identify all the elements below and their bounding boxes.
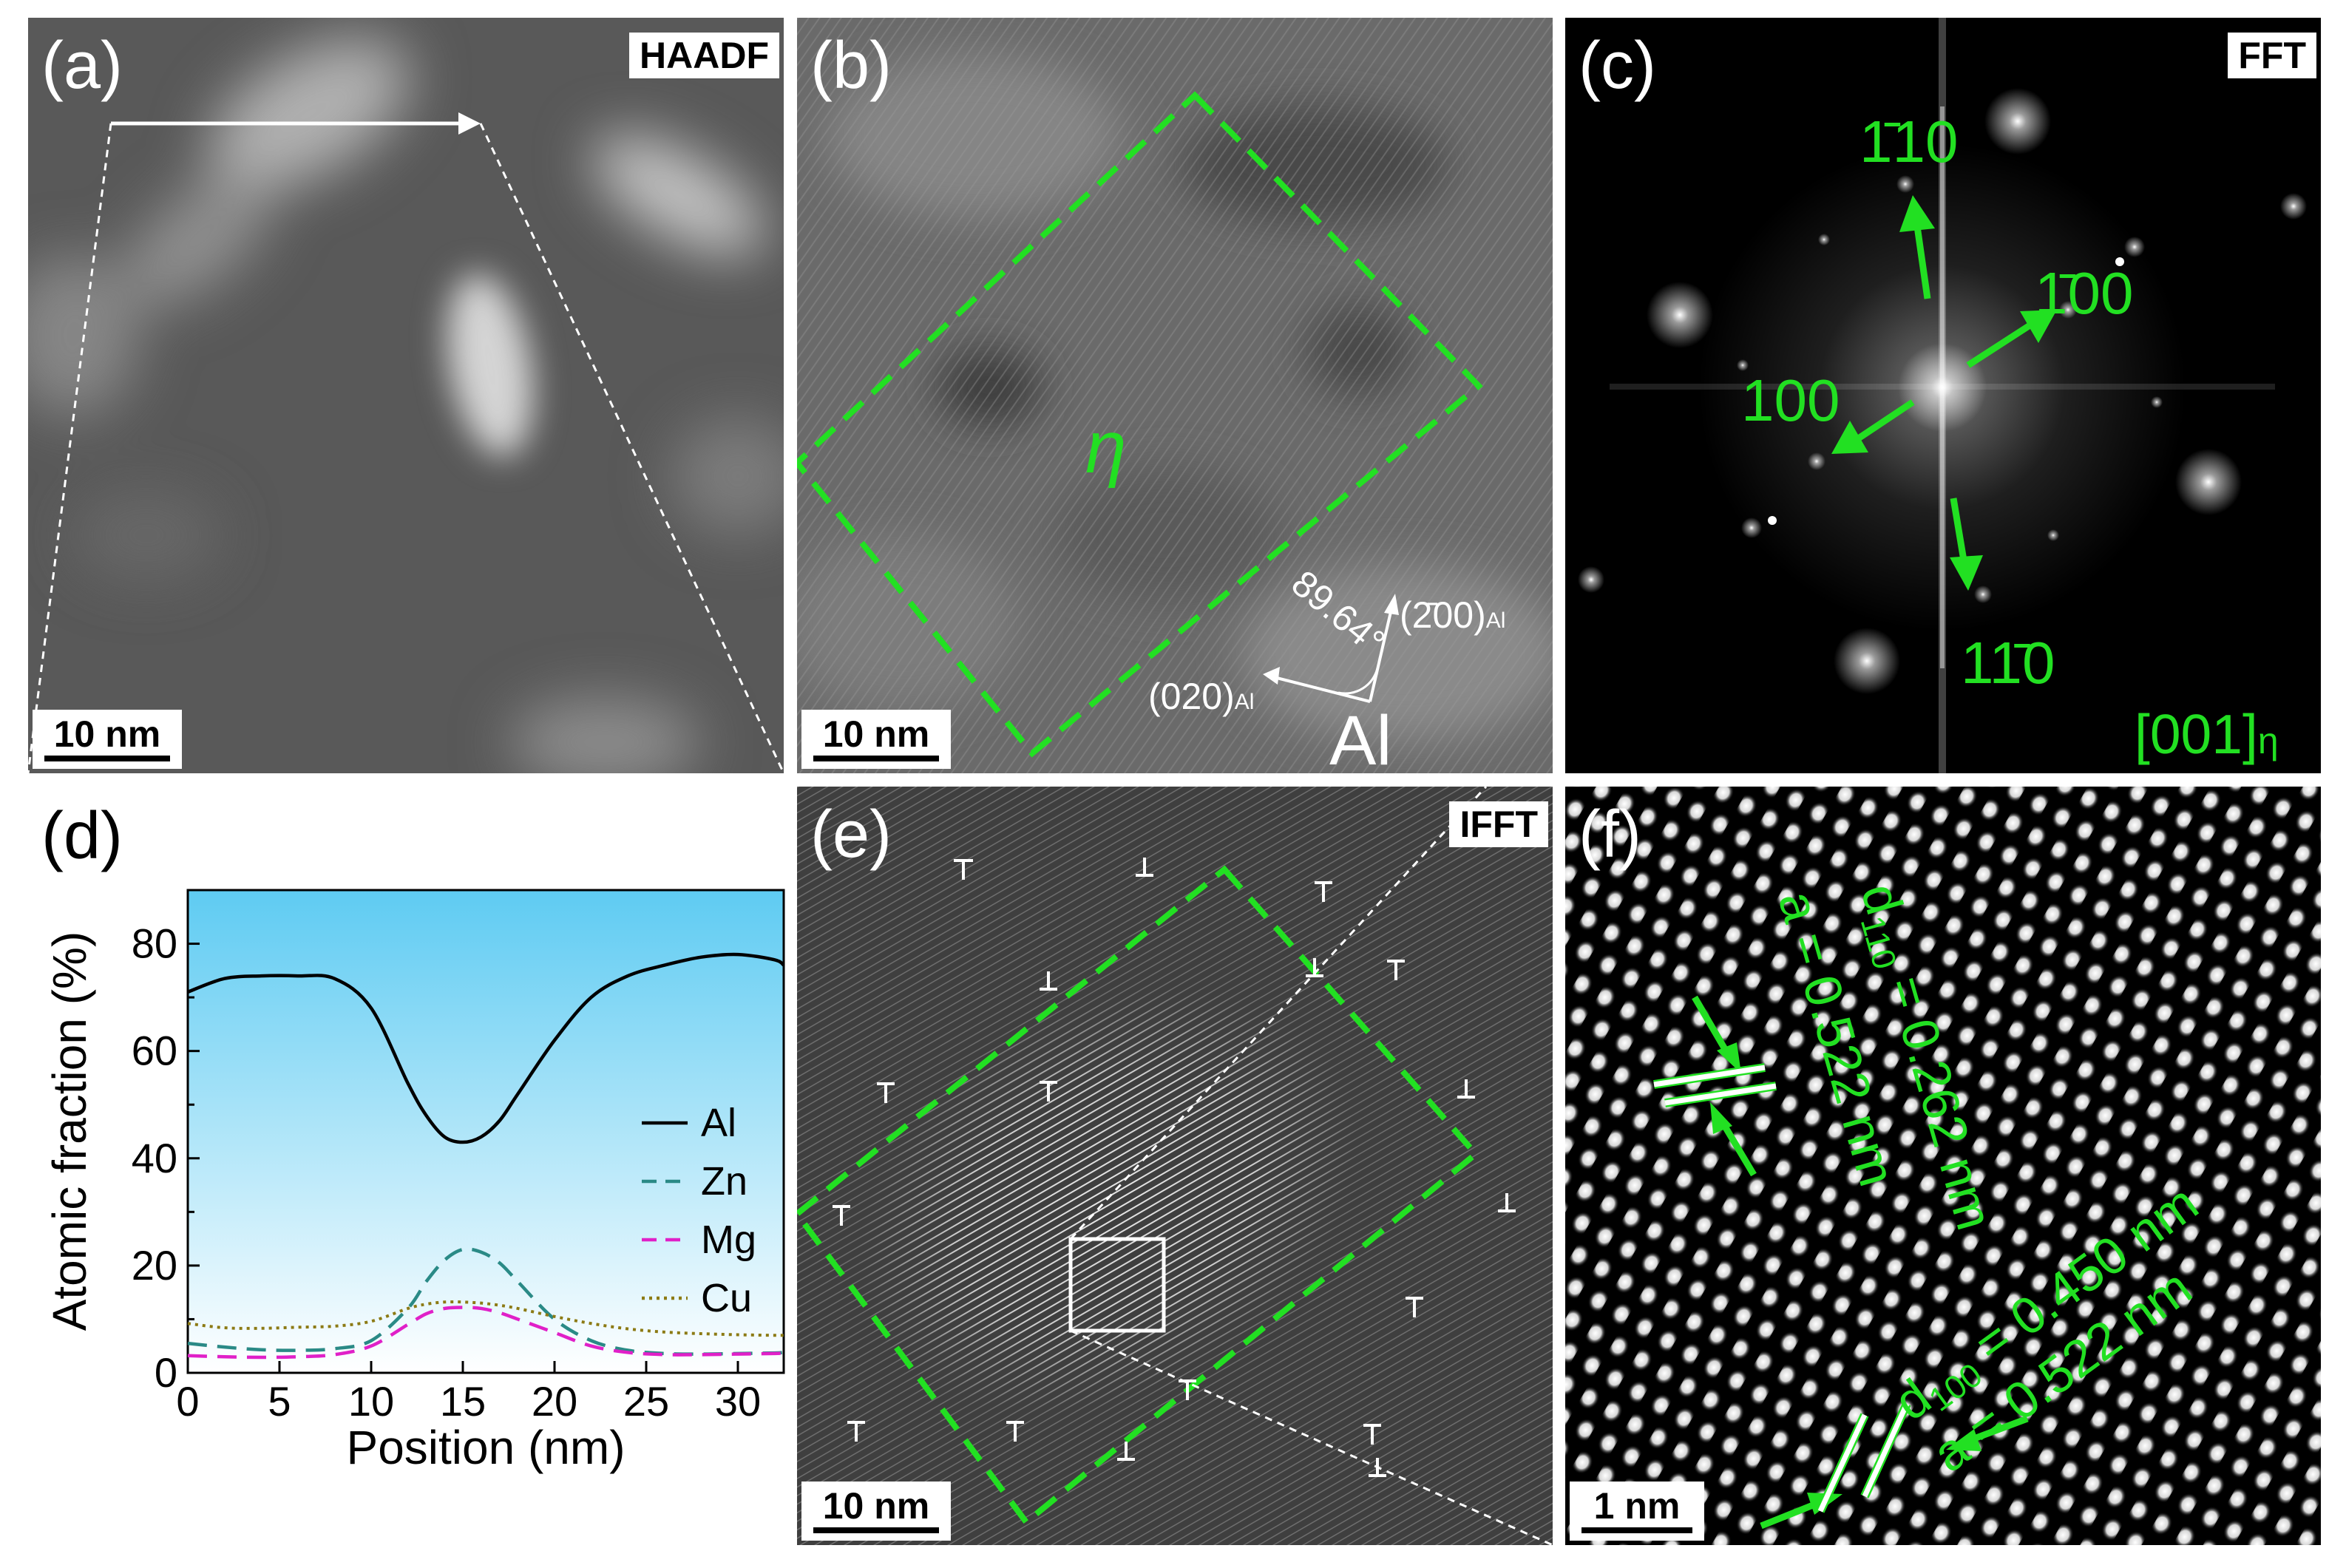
- x-tick-label: 20: [532, 1378, 577, 1425]
- scale-bar-f-label: 1 nm: [1593, 1485, 1681, 1527]
- scale-bar-b-line: [813, 756, 939, 761]
- x-axis-title: Position (nm): [347, 1421, 626, 1474]
- panel-f: d110 = 0.262 nm a = 0.522 nm d100 = 0.45…: [1565, 787, 2321, 1545]
- scale-bar-f-line: [1581, 1527, 1692, 1533]
- zone-axis-label: [001]η: [2135, 703, 2279, 765]
- ifft-image: [797, 787, 1553, 1545]
- precipitate-outline-b: [797, 91, 1483, 758]
- spot-label-m110: 1̄10: [1859, 109, 1958, 174]
- fft-image: 1̄10 1̄00 100 11̄0 [001]η: [1565, 18, 2321, 773]
- panel-e-label: (e): [810, 798, 892, 872]
- plot-area: [186, 889, 785, 1374]
- legend-label-mg: Mg: [701, 1218, 756, 1262]
- y-tick-label: 60: [132, 1028, 177, 1074]
- scale-bar-e: 10 nm: [801, 1482, 951, 1541]
- panel-d: 0 5 10 15 20 25 30 0 20 40 60 80 Al Zn Mg Cu Position …: [28, 787, 797, 1568]
- x-tick-label: 30: [715, 1378, 761, 1425]
- panel-c-label: (c): [1579, 29, 1656, 103]
- x-tick-label: 15: [440, 1378, 486, 1425]
- scale-bar-e-label: 10 nm: [822, 1485, 930, 1527]
- x-tick-label: 5: [268, 1378, 291, 1425]
- fft-tag: FFT: [2228, 33, 2316, 78]
- eta-label: η: [1085, 406, 1127, 489]
- panel-b: η 89.64° (2̄00)Al (020)Al Al (b) 10 nm: [797, 18, 1553, 773]
- plane-020-label: (020)Al: [1148, 676, 1254, 717]
- plane-200-label: (2̄00)Al: [1400, 594, 1505, 636]
- panel-a-label: (a): [41, 29, 123, 103]
- scale-bar-f: 1 nm: [1570, 1482, 1704, 1541]
- haadf-image: [28, 18, 784, 773]
- series-line-mg: [187, 1306, 784, 1360]
- lattice-image: d110 = 0.262 nm a = 0.522 nm d100 = 0.45…: [1565, 787, 2321, 1545]
- x-tick-label: 10: [348, 1378, 394, 1425]
- legend-label-al: Al: [701, 1101, 736, 1145]
- al-matrix-label: Al: [1329, 702, 1391, 773]
- selection-box: [1068, 1237, 1166, 1333]
- panel-c: 1̄10 1̄00 100 11̄0 [001]η (c) FFT: [1565, 18, 2321, 773]
- composition-chart: 0 5 10 15 20 25 30 0 20 40 60 80 Al Zn Mg Cu Position …: [43, 889, 785, 1474]
- y-tick-label: 40: [132, 1135, 177, 1181]
- x-tick-label: 25: [623, 1378, 669, 1425]
- panel-a: (a) HAADF 10 nm: [28, 18, 784, 773]
- dislocation-markers: [833, 858, 1516, 1477]
- scale-bar-a-line: [44, 756, 170, 761]
- panel-b-label: (b): [810, 29, 892, 103]
- spot-label-100: 100: [1741, 367, 1840, 433]
- panel-d-label: (d): [41, 799, 123, 873]
- y-axis-title: Atomic fraction (%): [43, 931, 96, 1331]
- haadf-tag: HAADF: [629, 33, 779, 78]
- scale-bar-a: 10 nm: [33, 710, 182, 769]
- scale-bar-e-line: [813, 1527, 939, 1533]
- y-tick-label: 20: [132, 1242, 177, 1289]
- hrtem-image: η 89.64° (2̄00)Al (020)Al Al: [797, 18, 1553, 773]
- legend-label-zn: Zn: [701, 1159, 747, 1204]
- spot-label-m100: 1̄00: [2035, 260, 2133, 326]
- panel-f-label: (f): [1579, 798, 1641, 872]
- y-tick-label: 0: [155, 1349, 177, 1396]
- series-line-cu: [187, 1300, 784, 1337]
- scale-bar-b: 10 nm: [801, 710, 951, 769]
- series-line-al: [187, 952, 785, 1144]
- scale-bar-a-label: 10 nm: [53, 713, 161, 755]
- y-tick-label: 80: [132, 920, 177, 967]
- spot-label-1m10: 11̄0: [1961, 630, 2055, 696]
- panel-e: (e) IFFT 10 nm: [797, 787, 1553, 1545]
- x-tick-label: 0: [176, 1378, 199, 1425]
- precipitate-outline-e: [797, 865, 1480, 1527]
- ifft-tag: IFFT: [1449, 801, 1548, 847]
- legend-label-cu: Cu: [701, 1276, 752, 1320]
- scale-bar-b-label: 10 nm: [822, 713, 930, 755]
